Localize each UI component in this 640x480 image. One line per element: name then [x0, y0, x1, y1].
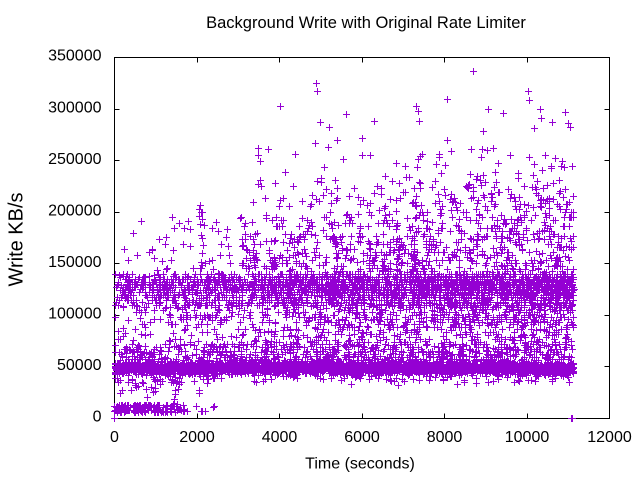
svg-text:0: 0: [93, 409, 102, 426]
svg-text:Background Write with Original: Background Write with Original Rate Limi…: [206, 14, 526, 32]
svg-text:0: 0: [110, 429, 119, 446]
svg-text:200000: 200000: [48, 202, 101, 219]
svg-text:100000: 100000: [48, 306, 101, 323]
svg-text:Write KB/s: Write KB/s: [6, 192, 28, 286]
svg-text:2000: 2000: [179, 429, 215, 446]
svg-text:8000: 8000: [427, 429, 463, 446]
svg-text:250000: 250000: [48, 151, 101, 168]
svg-text:Time (seconds): Time (seconds): [305, 456, 415, 473]
svg-text:6000: 6000: [344, 429, 380, 446]
svg-text:50000: 50000: [57, 357, 102, 374]
svg-text:150000: 150000: [48, 254, 101, 271]
svg-text:10000: 10000: [505, 429, 550, 446]
svg-text:12000: 12000: [587, 429, 632, 446]
svg-text:4000: 4000: [262, 429, 298, 446]
svg-text:300000: 300000: [48, 99, 101, 116]
svg-text:350000: 350000: [48, 48, 101, 65]
